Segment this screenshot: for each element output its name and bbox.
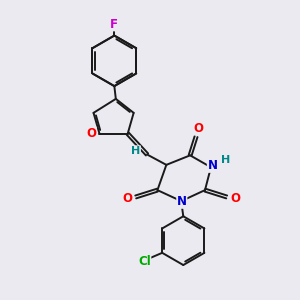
- Text: Cl: Cl: [138, 255, 151, 268]
- Text: H: H: [221, 155, 230, 165]
- Text: O: O: [86, 127, 96, 140]
- Text: O: O: [194, 122, 203, 135]
- Text: F: F: [110, 18, 118, 31]
- Text: N: N: [207, 159, 218, 172]
- Text: O: O: [122, 192, 132, 205]
- Text: O: O: [230, 192, 240, 205]
- Text: N: N: [177, 195, 187, 208]
- Text: H: H: [131, 146, 140, 156]
